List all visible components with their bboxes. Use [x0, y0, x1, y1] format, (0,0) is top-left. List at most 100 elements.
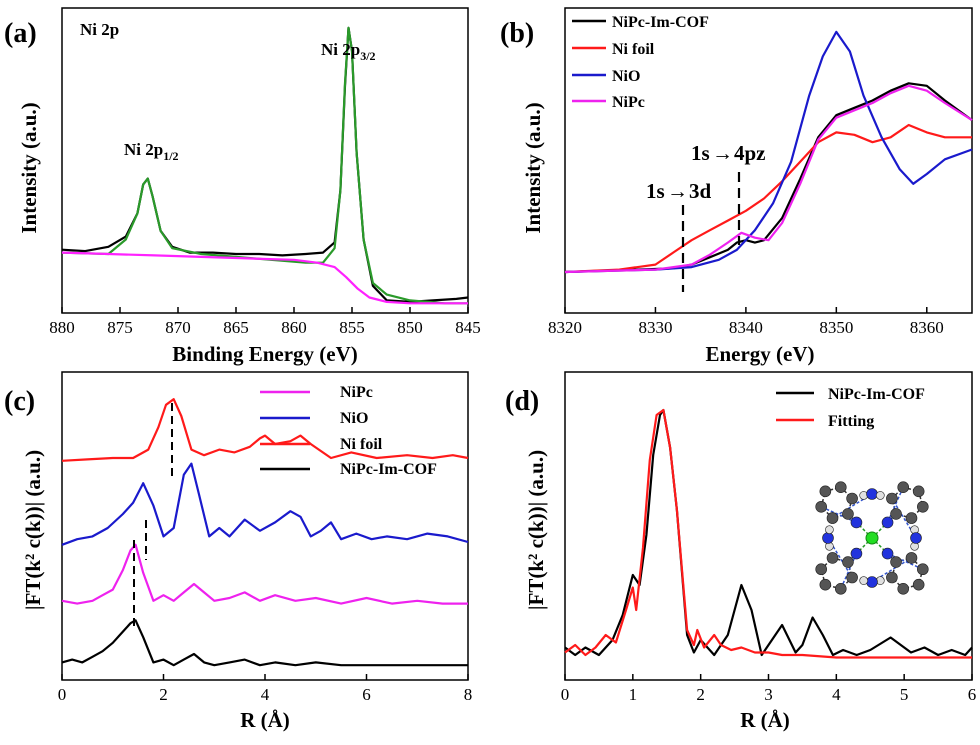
molecule-atom	[815, 563, 827, 576]
molecule-atom	[822, 532, 834, 544]
legend-d-label-1: NiPc-Im-COF	[828, 386, 925, 403]
panel-c-tick-label: 2	[159, 685, 168, 704]
molecule-atom	[886, 571, 898, 584]
molecule-atom	[850, 547, 863, 560]
molecule-atom	[826, 512, 839, 524]
arrow-1s-4pz: →	[712, 141, 733, 165]
molecule-atom	[819, 578, 832, 591]
panel-c-tick-label: 6	[362, 685, 371, 704]
panel-a-tick-label: 880	[49, 318, 75, 337]
panel-a-corner-label: Ni 2p	[80, 20, 119, 39]
panel-a-tick-label: 860	[281, 318, 307, 337]
molecule-atom	[897, 481, 910, 493]
panel-a-ylabel: Intensity (a.u.)	[17, 102, 41, 233]
panel-b-frame	[564, 7, 973, 314]
panel-d-tick-label: 5	[900, 685, 909, 704]
molecule-atom	[850, 516, 863, 529]
legend-c-label-3: Ni foil	[340, 436, 383, 453]
molecule-atom	[866, 576, 878, 588]
molecule-bond	[855, 521, 873, 539]
molecule-atom	[890, 556, 902, 568]
panel-d-tick-label: 1	[629, 685, 638, 704]
panel-a-line-series-1	[61, 26, 469, 303]
panel-d: 0 1 2 3 4 5 6 (d) R (Å) |FT(k² c(k))| (a.u.) N…	[505, 371, 977, 732]
molecule-bond	[871, 537, 889, 555]
panel-b-legend: NiPc-Im-COF Ni foil NiO NiPc	[572, 14, 709, 111]
panel-b-tick-label: 8340	[729, 318, 763, 337]
molecule-atom	[886, 492, 898, 505]
molecule-bond	[887, 552, 924, 570]
panel-d-tick-label: 6	[968, 685, 977, 704]
panel-c-tick-label: 4	[261, 685, 270, 704]
molecule-bond	[820, 506, 857, 524]
panel-a-tick-label: 870	[165, 318, 191, 337]
panel-d-line-nipc-im-cof	[564, 408, 973, 657]
panel-a-letter: (a)	[4, 18, 37, 49]
panel-d-letter: (d)	[505, 386, 539, 417]
legend-c-label-2: NiO	[340, 410, 368, 427]
panel-a-tick-label: 850	[397, 318, 423, 337]
panel-b-ylabel: Intensity (a.u.)	[521, 102, 545, 233]
panel-d-xlabel: R (Å)	[740, 708, 790, 732]
molecule-atom	[905, 552, 918, 564]
annotation-1s-3d: 1s	[646, 179, 665, 203]
panel-c-legend: NiPc NiO Ni foil NiPc-Im-COF	[260, 384, 437, 478]
legend-b-label-2: Ni foil	[612, 41, 655, 58]
panel-b-line-ni-foil	[564, 123, 972, 274]
molecule-atom	[897, 583, 910, 595]
panel-d-tick-label: 3	[764, 685, 773, 704]
annotation-4pz: 4pz	[734, 141, 766, 165]
legend-c-label-4: NiPc-Im-COF	[340, 461, 437, 478]
panel-a-tick-label: 845	[455, 318, 481, 337]
panel-c-line-nipc	[61, 543, 468, 605]
panel-c-line-ni-foil	[61, 398, 469, 462]
panel-a-tick-label: 855	[339, 318, 365, 337]
molecule-atom	[866, 488, 878, 500]
panel-c-xticks: 0 2 4 6 8	[58, 674, 473, 704]
panel-d-plot	[564, 408, 973, 659]
panel-a-frame	[61, 7, 469, 314]
legend-d-label-2: Fitting	[828, 413, 874, 430]
panel-a-xticks: 880 875 870 865 860 855 850 845	[49, 307, 481, 337]
panel-a-plot	[61, 26, 469, 305]
molecule-atom	[815, 500, 827, 513]
panel-c-plot	[61, 398, 469, 667]
molecule-atom	[917, 563, 929, 576]
panel-c: 0 2 4 6 8 (c) R (Å) |FT(k² c(k))| (a.u.) NiP…	[4, 371, 473, 732]
panel-d-legend: NiPc-Im-COF Fitting	[776, 386, 925, 430]
molecule-atom	[881, 547, 894, 560]
panel-b-tick-label: 8330	[638, 318, 672, 337]
molecule-atom	[890, 508, 902, 520]
molecule-atom	[846, 571, 858, 584]
panel-c-tick-label: 8	[464, 685, 473, 704]
panel-d-ylabel: |FT(k² c(k))| (a.u.)	[524, 450, 548, 610]
panel-b-tick-label: 8350	[819, 318, 853, 337]
panel-c-line-nio	[61, 462, 469, 546]
panel-c-tick-label: 0	[58, 685, 67, 704]
panel-d-xticks: 0 1 2 3 4 5 6	[561, 674, 977, 704]
molecule-atom	[859, 576, 868, 585]
legend-b-label-4: NiPc	[612, 94, 645, 111]
panel-c-xlabel: R (Å)	[240, 708, 290, 732]
panel-b-line-nipc-im-cof	[564, 82, 973, 274]
molecule-atom	[912, 485, 925, 498]
panel-b-xticks: 8320 8330 8340 8350 8360	[548, 307, 944, 337]
panel-c-letter: (c)	[4, 386, 35, 417]
panel-a-xlabel: Binding Energy (eV)	[172, 342, 358, 366]
panel-d-tick-label: 2	[696, 685, 705, 704]
panel-b-letter: (b)	[500, 18, 534, 49]
molecule-atom	[842, 508, 854, 520]
molecule-atom	[834, 481, 847, 493]
panel-b-line-nio	[564, 30, 973, 274]
peak-label-2p32: Ni 2p3/2	[321, 40, 376, 63]
panel-d-tick-label: 0	[561, 685, 570, 704]
panel-a-tick-label: 865	[223, 318, 249, 337]
panel-b-xlabel: Energy (eV)	[705, 342, 814, 366]
legend-b-label-3: NiO	[612, 68, 640, 85]
peak-label-2p12: Ni 2p1/2	[124, 140, 179, 163]
panel-a-tick-label: 875	[107, 318, 133, 337]
molecule-atom	[842, 556, 854, 568]
molecule-atom	[881, 516, 894, 529]
panel-b-tick-label: 8320	[548, 318, 582, 337]
